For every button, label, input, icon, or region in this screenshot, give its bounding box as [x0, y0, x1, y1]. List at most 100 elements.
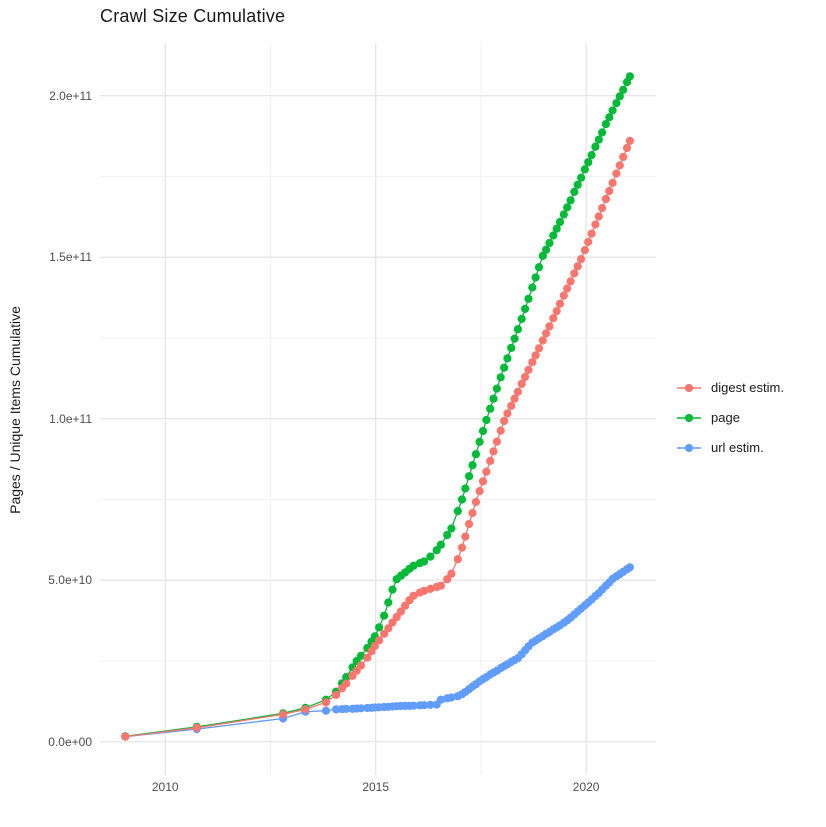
data-point — [566, 277, 575, 286]
data-point — [625, 72, 635, 81]
data-point — [482, 415, 491, 425]
data-point — [513, 387, 523, 396]
data-point — [549, 231, 558, 240]
data-point — [489, 447, 498, 456]
data-point — [443, 530, 452, 540]
y-tick-label: 1.0e+11 — [49, 411, 92, 426]
legend-label: digest estim. — [711, 380, 784, 395]
data-point — [332, 705, 341, 714]
data-point — [521, 372, 530, 382]
data-point — [570, 269, 579, 278]
data-point — [384, 624, 393, 633]
data-point — [342, 704, 351, 714]
data-point — [625, 563, 635, 572]
legend-label: url estim. — [711, 440, 764, 455]
data-point — [370, 642, 379, 651]
data-point — [471, 497, 480, 507]
data-point — [356, 651, 366, 660]
data-point — [468, 461, 477, 470]
y-tick-label: 0.0e+00 — [48, 734, 92, 749]
legend-key-dot — [684, 413, 694, 422]
data-point — [517, 314, 526, 323]
data-point — [401, 601, 410, 610]
data-point — [559, 210, 568, 219]
data-point — [545, 322, 554, 331]
data-point — [510, 394, 519, 403]
data-point — [342, 679, 351, 688]
data-point — [619, 85, 628, 94]
data-point — [396, 607, 405, 616]
data-point — [615, 92, 624, 101]
data-point — [321, 698, 331, 707]
data-point — [409, 701, 418, 710]
data-point — [622, 143, 632, 153]
data-point — [598, 128, 607, 137]
data-point — [577, 255, 586, 264]
data-point — [468, 508, 477, 518]
data-point — [573, 180, 582, 189]
data-point — [492, 384, 501, 393]
data-point — [507, 343, 516, 352]
data-point — [447, 693, 456, 702]
data-point — [426, 552, 435, 561]
data-point — [503, 354, 512, 363]
data-point — [552, 307, 561, 316]
data-point — [563, 284, 572, 293]
data-point — [531, 351, 540, 360]
data-point — [475, 487, 484, 496]
data-point — [420, 557, 429, 566]
data-point — [587, 229, 596, 238]
legend-label: page — [711, 410, 740, 425]
data-point — [461, 484, 470, 493]
data-point — [538, 251, 547, 260]
legend-key-dot — [684, 383, 694, 392]
data-point — [447, 524, 456, 533]
data-point — [321, 706, 331, 715]
data-point — [486, 456, 495, 466]
data-point — [619, 152, 628, 162]
data-point — [420, 701, 429, 710]
y-tick-label: 5.0e+10 — [48, 573, 92, 588]
data-point — [528, 358, 537, 367]
data-point — [426, 700, 435, 710]
data-point — [534, 263, 544, 272]
data-point — [510, 334, 519, 343]
data-point — [587, 151, 596, 160]
data-point — [521, 304, 530, 313]
data-point — [489, 394, 498, 403]
data-point — [594, 212, 603, 221]
data-point — [332, 690, 341, 700]
legend: digest estim. page url estim. — [676, 377, 784, 458]
data-point — [461, 532, 470, 541]
data-point — [436, 540, 445, 549]
data-point — [301, 705, 310, 714]
x-tick-label: 2015 — [362, 780, 390, 794]
data-point — [605, 186, 614, 196]
data-point — [375, 623, 384, 632]
data-point — [534, 344, 544, 353]
data-point — [500, 363, 509, 372]
data-point — [496, 373, 505, 382]
data-point — [580, 246, 590, 255]
data-point — [591, 142, 600, 151]
data-point — [279, 710, 288, 719]
data-point — [608, 178, 617, 187]
data-point — [573, 262, 582, 271]
data-point — [584, 158, 593, 167]
data-point — [486, 404, 495, 413]
data-point — [457, 543, 467, 552]
data-point — [625, 136, 635, 145]
data-point — [507, 401, 516, 410]
data-point — [605, 113, 614, 122]
data-point — [384, 598, 393, 607]
data-point — [566, 196, 575, 205]
y-tick-label: 2.0e+11 — [49, 88, 92, 103]
data-point — [496, 426, 505, 435]
chart-title: Crawl Size Cumulative — [100, 6, 286, 26]
data-point — [447, 569, 456, 578]
data-point — [538, 336, 547, 345]
data-point — [375, 636, 384, 645]
data-point — [478, 426, 488, 436]
data-point — [542, 329, 551, 338]
